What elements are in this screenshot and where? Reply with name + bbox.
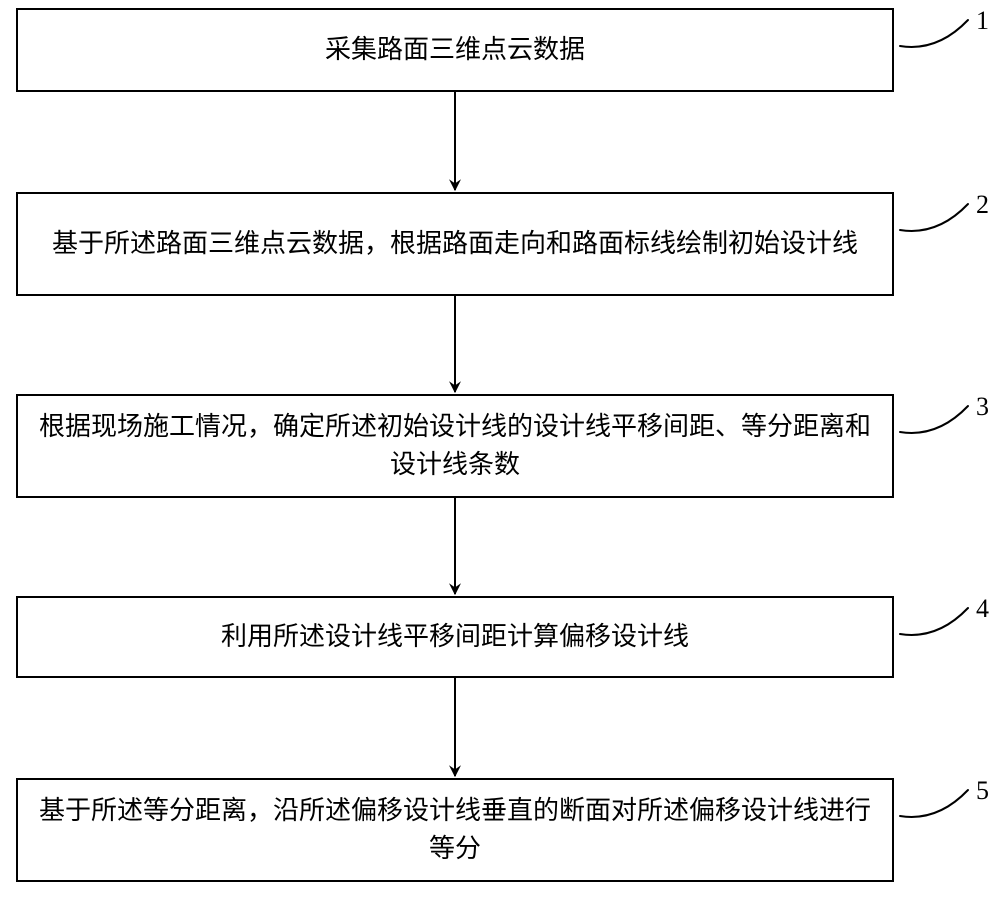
step-label-3: 3 [976,392,989,422]
flow-node-label: 根据现场施工情况，确定所述初始设计线的设计线平移间距、等分距离和设计线条数 [34,408,876,483]
flow-node-label: 基于所述等分距离，沿所述偏移设计线垂直的断面对所述偏移设计线进行等分 [34,792,876,867]
step-label-2: 2 [976,190,989,220]
flow-node-n2: 基于所述路面三维点云数据，根据路面走向和路面标线绘制初始设计线 [16,192,894,296]
step-label-4: 4 [976,594,989,624]
flow-node-label: 采集路面三维点云数据 [325,31,585,69]
flowchart-canvas: 采集路面三维点云数据 1 基于所述路面三维点云数据，根据路面走向和路面标线绘制初始设… [0,0,1000,904]
flow-node-n3: 根据现场施工情况，确定所述初始设计线的设计线平移间距、等分距离和设计线条数 [16,394,894,498]
flow-node-n1: 采集路面三维点云数据 [16,8,894,92]
step-label-5: 5 [976,776,989,806]
flow-node-label: 基于所述路面三维点云数据，根据路面走向和路面标线绘制初始设计线 [52,225,858,263]
flow-node-label: 利用所述设计线平移间距计算偏移设计线 [221,618,689,656]
step-label-1: 1 [976,6,989,36]
flow-node-n4: 利用所述设计线平移间距计算偏移设计线 [16,596,894,678]
flow-node-n5: 基于所述等分距离，沿所述偏移设计线垂直的断面对所述偏移设计线进行等分 [16,778,894,882]
